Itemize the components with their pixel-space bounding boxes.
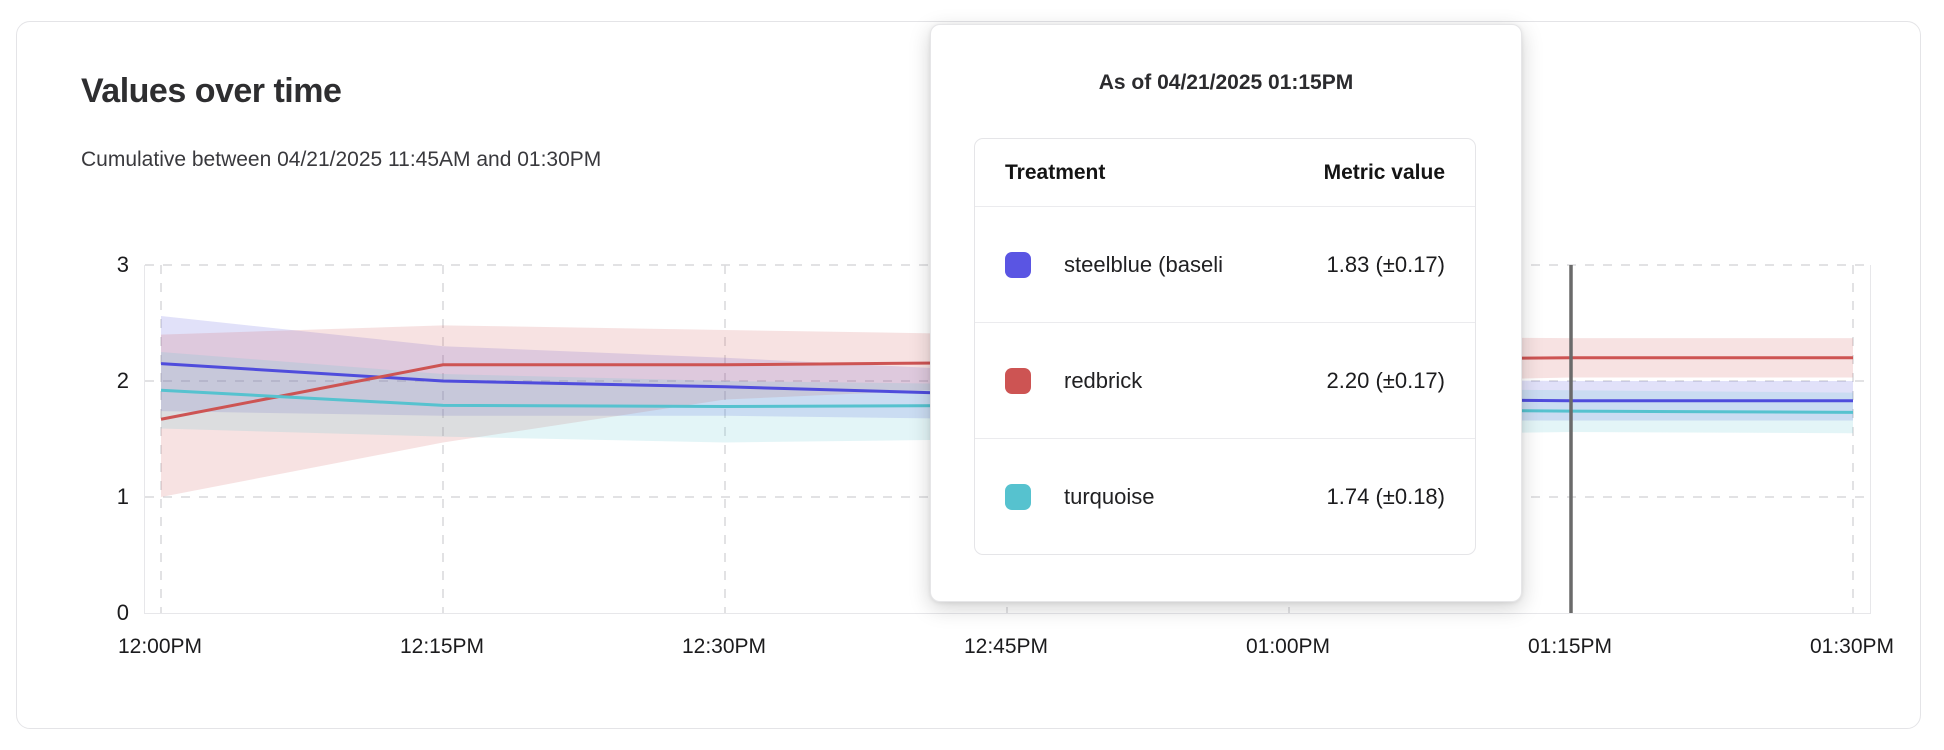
tooltip-table: Treatment Metric value steelblue (baseli… <box>974 138 1476 555</box>
series-metric-value: 1.74 (±0.18) <box>1326 483 1445 509</box>
x-tick-label: 12:00PM <box>117 635 203 658</box>
series-label: redbrick <box>1064 367 1143 393</box>
tooltip-row-steelblue: steelblue (baseli 1.83 (±0.17) <box>975 206 1475 322</box>
x-tick-label: 01:30PM <box>1809 635 1895 658</box>
x-tick-label: 01:00PM <box>1245 635 1331 658</box>
tooltip-row-turquoise: turquoise 1.74 (±0.18) <box>975 438 1475 554</box>
series-metric-value: 2.20 (±0.17) <box>1326 367 1445 393</box>
tooltip-table-header: Treatment Metric value <box>975 139 1475 206</box>
series-label: steelblue (baseli <box>1064 251 1223 277</box>
series-metric-value: 1.83 (±0.17) <box>1326 251 1445 277</box>
y-tick-label: 3 <box>116 252 129 277</box>
y-tick-label: 2 <box>116 368 129 393</box>
x-tick-label: 12:30PM <box>681 635 767 658</box>
redbrick-color-swatch <box>1005 367 1031 394</box>
column-header-metric-value: Metric value <box>1323 160 1445 184</box>
steelblue-color-swatch <box>1005 251 1031 278</box>
tooltip-row-redbrick: redbrick 2.20 (±0.17) <box>975 322 1475 438</box>
series-label: turquoise <box>1064 483 1155 509</box>
x-tick-label: 01:15PM <box>1527 635 1613 658</box>
turquoise-color-swatch <box>1005 483 1031 510</box>
x-tick-label: 12:45PM <box>963 635 1049 658</box>
tooltip-title: As of 04/21/2025 01:15PM <box>1098 71 1354 94</box>
column-header-treatment: Treatment <box>1005 160 1106 184</box>
chart-subtitle: Cumulative between 04/21/2025 11:45AM an… <box>81 148 602 171</box>
x-tick-label: 12:15PM <box>399 635 485 658</box>
y-tick-label: 1 <box>116 484 129 509</box>
page-title: Values over time <box>81 72 342 110</box>
hover-tooltip: As of 04/21/2025 01:15PM Treatment Metri… <box>930 24 1522 602</box>
y-tick-label: 0 <box>116 600 129 625</box>
